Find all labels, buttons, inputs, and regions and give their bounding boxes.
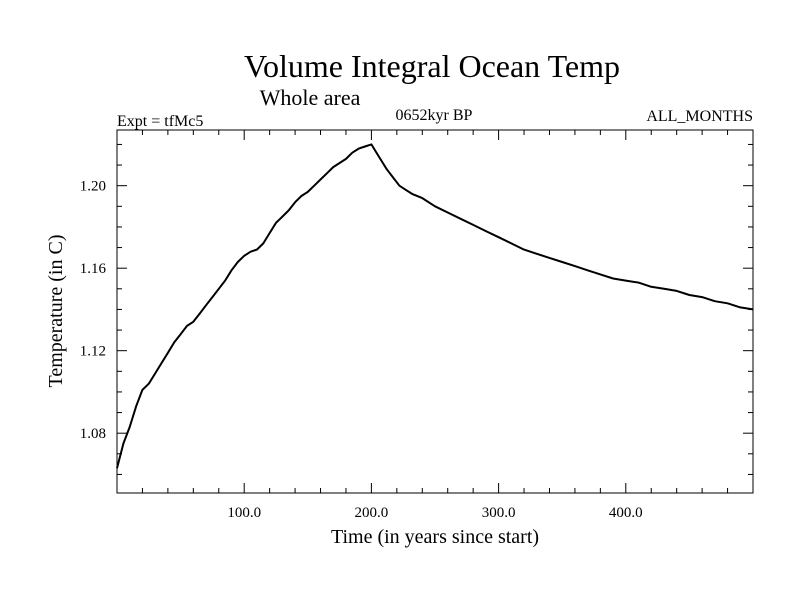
- x-axis-label: Time (in years since start): [331, 526, 539, 548]
- header-months: ALL_MONTHS: [646, 108, 753, 125]
- y-tick-label: 1.16: [80, 261, 107, 277]
- x-tick-label: 400.0: [609, 505, 643, 521]
- header-experiment: Expt = tfMc5: [117, 113, 203, 130]
- y-tick-label: 1.08: [80, 426, 106, 442]
- x-tick-label: 300.0: [482, 505, 516, 521]
- x-tick-label: 200.0: [355, 505, 389, 521]
- series-line: [116, 143, 754, 469]
- chart-subtitle: Whole area: [260, 85, 361, 110]
- series-layer: [116, 143, 754, 469]
- y-axis-label: Temperature (in C): [45, 235, 67, 388]
- x-tick-label: 100.0: [227, 505, 261, 521]
- y-tick-label: 1.12: [80, 344, 106, 360]
- header-period: 0652kyr BP: [396, 107, 473, 124]
- axis-tick-labels: 100.0 200.0 300.0 400.0 1.08 1.12 1.16 1.20: [80, 179, 643, 521]
- y-tick-label: 1.20: [80, 179, 106, 195]
- plot-frame: [116, 129, 754, 494]
- chart-title: Volume Integral Ocean Temp: [244, 48, 620, 84]
- axis-ticks: [117, 130, 753, 493]
